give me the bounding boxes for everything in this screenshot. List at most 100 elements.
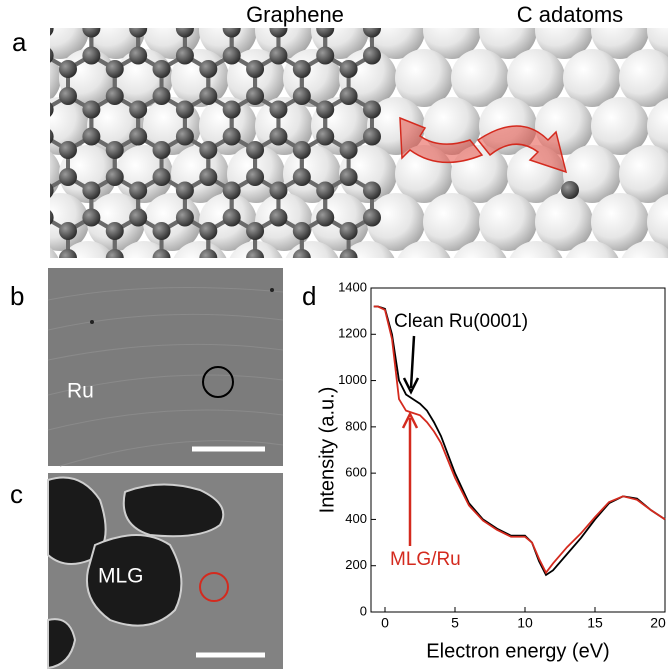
carbon-atom — [36, 20, 54, 38]
cc-bond — [302, 258, 325, 272]
carbon-atom — [293, 141, 311, 159]
carbon-atom — [340, 141, 358, 159]
ru-atom — [507, 241, 565, 299]
carbon-atom — [199, 60, 217, 78]
carbon-atom — [316, 290, 334, 308]
carbon-atom — [176, 101, 194, 119]
carbon-atom — [59, 249, 77, 267]
carbon-atom — [363, 47, 381, 65]
carbon-atom — [316, 128, 334, 146]
carbon-atom — [129, 20, 147, 38]
carbon-atom — [223, 209, 241, 227]
carbon-atom — [340, 60, 358, 78]
panel-title: Graphene — [246, 2, 344, 27]
carbon-atom — [246, 60, 264, 78]
ru-atom — [0, 97, 33, 155]
cc-bond — [302, 258, 325, 272]
carbon-atom — [82, 47, 100, 65]
carbon-atom — [293, 60, 311, 78]
carbon-atom — [223, 128, 241, 146]
carbon-atom — [340, 87, 358, 105]
carbon-atom — [176, 47, 194, 65]
defect — [270, 288, 274, 292]
defect — [90, 320, 94, 324]
x-tick-label: 10 — [517, 615, 533, 631]
spectrum-line — [374, 307, 665, 575]
carbon-atom — [106, 222, 124, 240]
carbon-atom — [223, 20, 241, 38]
carbon-atom — [106, 249, 124, 267]
carbon-adatom — [561, 181, 579, 199]
x-tick-label: 20 — [650, 615, 666, 631]
carbon-atom — [269, 101, 287, 119]
cc-bond — [115, 15, 138, 29]
carbon-atom — [293, 87, 311, 105]
carbon-atom — [293, 168, 311, 186]
carbon-atom — [82, 182, 100, 200]
y-axis-label: Intensity (a.u.) — [316, 387, 338, 514]
carbon-atom — [36, 47, 54, 65]
y-tick-label: 200 — [345, 557, 367, 572]
cc-bond — [349, 258, 372, 272]
x-tick-label: 0 — [381, 615, 389, 631]
carbon-atom — [106, 141, 124, 159]
carbon-atom — [340, 168, 358, 186]
y-tick-label: 400 — [345, 511, 367, 526]
carbon-atom — [199, 222, 217, 240]
carbon-atom — [153, 60, 171, 78]
image-label: MLG — [98, 565, 144, 588]
carbon-atom — [199, 141, 217, 159]
carbon-atom — [176, 209, 194, 227]
cc-bond — [138, 15, 161, 29]
carbon-atom — [316, 263, 334, 281]
carbon-atom — [82, 20, 100, 38]
panel-label: b — [10, 281, 24, 311]
spectrum-line — [374, 307, 665, 573]
cc-bond — [45, 15, 68, 29]
carbon-atom — [82, 209, 100, 227]
series-label: Clean Ru(0001) — [394, 311, 528, 332]
cc-bond — [208, 15, 231, 29]
carbon-atom — [59, 60, 77, 78]
ru-atom — [395, 241, 453, 299]
carbon-atom — [129, 209, 147, 227]
carbon-atom — [363, 263, 381, 281]
carbon-atom — [199, 6, 217, 24]
carbon-atom — [153, 222, 171, 240]
carbon-atom — [246, 168, 264, 186]
carbon-atom — [269, 47, 287, 65]
carbon-atom — [363, 182, 381, 200]
carbon-atom — [59, 6, 77, 24]
carbon-atom — [59, 141, 77, 159]
carbon-atom — [363, 128, 381, 146]
carbon-atom — [59, 168, 77, 186]
carbon-atom — [246, 222, 264, 240]
carbon-atom — [36, 182, 54, 200]
x-tick-label: 5 — [451, 615, 459, 631]
carbon-atom — [176, 128, 194, 146]
carbon-atom — [59, 87, 77, 105]
carbon-atom — [153, 87, 171, 105]
carbon-atom — [293, 222, 311, 240]
carbon-atom — [106, 87, 124, 105]
carbon-atom — [223, 47, 241, 65]
y-tick-label: 1200 — [338, 326, 367, 341]
carbon-atom — [363, 209, 381, 227]
carbon-atom — [316, 182, 334, 200]
carbon-atom — [176, 182, 194, 200]
cc-bond — [185, 15, 208, 29]
carbon-atom — [199, 87, 217, 105]
y-tick-label: 0 — [360, 603, 367, 618]
panel-title: C adatoms — [517, 2, 623, 27]
carbon-atom — [246, 141, 264, 159]
ru-atom — [451, 241, 509, 299]
microscope-image — [48, 268, 283, 466]
x-axis-label: Electron energy (eV) — [426, 640, 609, 662]
carbon-atom — [153, 249, 171, 267]
y-tick-label: 800 — [345, 418, 367, 433]
cc-bond — [325, 299, 348, 313]
carbon-atom — [129, 101, 147, 119]
carbon-atom — [36, 101, 54, 119]
y-tick-label: 1000 — [338, 372, 367, 387]
